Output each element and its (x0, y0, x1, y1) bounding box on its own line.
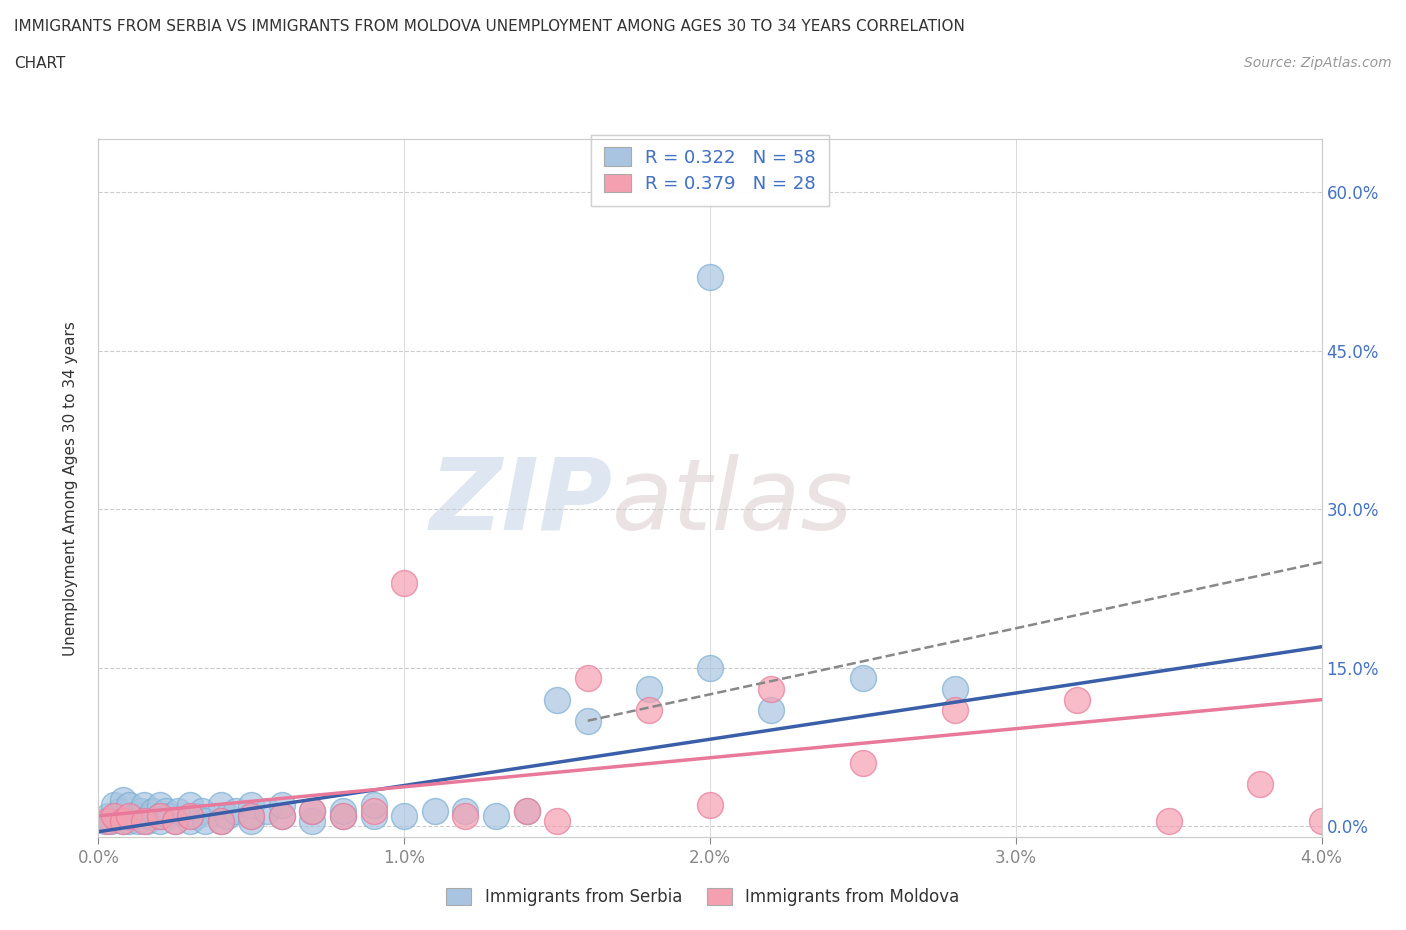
Point (1066, 692, 1088, 707)
Point (240, 808, 263, 823)
Point (301, 804, 323, 818)
Point (576, 713, 599, 728)
Point (332, 804, 354, 818)
Point (163, 814, 186, 829)
Point (139, 808, 162, 823)
Point (100, 814, 122, 829)
Point (1157, 814, 1180, 829)
Y-axis label: Unemployment Among Ages 30 to 34 years: Unemployment Among Ages 30 to 34 years (63, 321, 77, 656)
Point (209, 814, 232, 829)
Point (136, 814, 159, 829)
Point (759, 703, 782, 718)
Point (240, 808, 263, 823)
Point (163, 814, 186, 829)
Point (97, 814, 120, 829)
Point (209, 814, 232, 829)
Point (124, 808, 146, 823)
Point (516, 804, 538, 818)
Point (852, 671, 875, 686)
Point (392, 576, 416, 591)
Point (118, 814, 141, 829)
Point (392, 808, 416, 823)
Point (240, 798, 263, 813)
Point (699, 270, 721, 285)
Point (637, 703, 661, 718)
Point (363, 808, 385, 823)
Point (699, 798, 721, 813)
Point (546, 692, 568, 707)
Point (134, 798, 156, 813)
Point (134, 814, 156, 829)
Point (699, 660, 721, 675)
Point (108, 804, 131, 818)
Point (270, 808, 294, 823)
Point (546, 814, 568, 829)
Point (270, 798, 294, 813)
Point (363, 804, 385, 818)
Point (97, 808, 120, 823)
Point (332, 808, 354, 823)
Point (301, 804, 323, 818)
Point (129, 804, 152, 818)
Point (194, 814, 217, 829)
Point (149, 808, 172, 823)
Point (485, 808, 508, 823)
Point (270, 808, 294, 823)
Legend: R = 0.322   N = 58, R = 0.379   N = 28: R = 0.322 N = 58, R = 0.379 N = 28 (592, 135, 828, 206)
Point (454, 804, 477, 818)
Point (256, 804, 278, 818)
Point (179, 798, 201, 813)
Point (149, 798, 172, 813)
Point (1249, 777, 1271, 791)
Point (423, 804, 446, 818)
Point (167, 804, 190, 818)
Point (103, 798, 125, 813)
Point (191, 804, 214, 818)
Point (576, 671, 599, 686)
Text: Source: ZipAtlas.com: Source: ZipAtlas.com (1244, 56, 1392, 70)
Point (943, 703, 966, 718)
Point (225, 804, 247, 818)
Point (186, 808, 208, 823)
Text: CHART: CHART (14, 56, 66, 71)
Point (209, 798, 232, 813)
Point (118, 798, 141, 813)
Point (93, 814, 115, 829)
Legend: Immigrants from Serbia, Immigrants from Moldova: Immigrants from Serbia, Immigrants from … (440, 881, 966, 912)
Point (149, 814, 172, 829)
Point (637, 682, 661, 697)
Point (516, 804, 538, 818)
Point (103, 808, 125, 823)
Point (363, 798, 385, 813)
Point (179, 814, 201, 829)
Text: ZIP: ZIP (429, 454, 612, 551)
Point (240, 814, 263, 829)
Point (1310, 814, 1333, 829)
Point (215, 808, 238, 823)
Point (332, 808, 354, 823)
Point (111, 792, 134, 807)
Point (155, 804, 177, 818)
Point (454, 808, 477, 823)
Text: atlas: atlas (612, 454, 853, 551)
Point (943, 682, 966, 697)
Point (759, 682, 782, 697)
Point (111, 814, 134, 829)
Point (301, 814, 323, 829)
Point (105, 808, 128, 823)
Text: IMMIGRANTS FROM SERBIA VS IMMIGRANTS FROM MOLDOVA UNEMPLOYMENT AMONG AGES 30 TO : IMMIGRANTS FROM SERBIA VS IMMIGRANTS FRO… (14, 19, 965, 33)
Point (157, 808, 180, 823)
Point (111, 814, 134, 829)
Point (852, 755, 875, 770)
Point (149, 808, 172, 823)
Point (142, 804, 165, 818)
Point (118, 808, 141, 823)
Point (179, 808, 201, 823)
Point (127, 814, 149, 829)
